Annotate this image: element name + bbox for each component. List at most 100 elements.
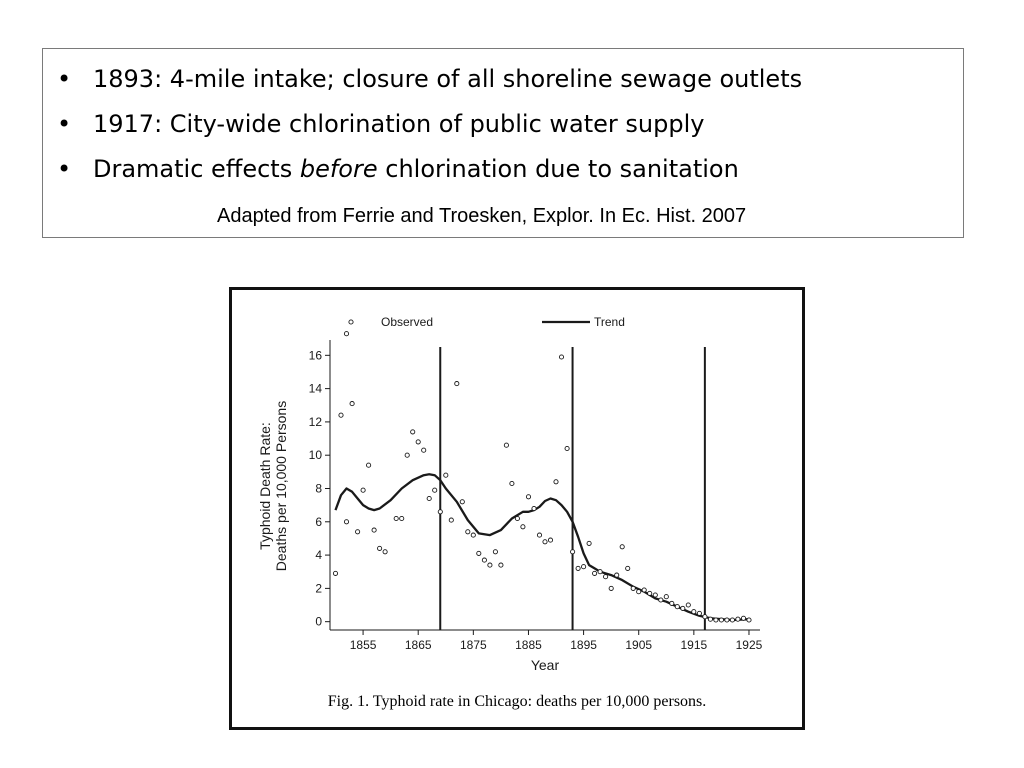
observed-point [404,452,410,458]
observed-point [399,515,405,522]
observed-point [415,439,421,445]
typhoid-chart: 0 2 4 6 8 10 12 14 16 1855 1865 1875 1885 1895 1905 191… [257,315,763,673]
figure-frame: 0 2 4 6 8 10 12 14 16 1855 1865 1875 1885 1895 1905 191… [229,287,805,730]
observed-point [371,527,377,533]
observed-point [608,585,614,591]
observed-point [498,562,504,568]
observed-point [492,549,498,555]
observed-point [487,562,493,568]
x-tick-label: 1885 [515,638,542,652]
observed-point [514,515,520,522]
observed-point [393,515,399,522]
bullet-text: 1893: 4-mile intake; closure of all shor… [93,65,803,93]
y-tick-label: 14 [309,382,323,396]
bullet-list: • 1893: 4-mile intake; closure of all sho… [57,57,802,192]
observed-point [421,447,427,453]
bullet-text-box: • 1893: 4-mile intake; closure of all sho… [42,48,964,238]
observed-point [349,401,355,407]
observed-point [680,605,686,611]
observed-point [547,537,554,543]
observed-point [575,565,581,571]
trend-line [334,473,750,622]
x-tick-label: 1915 [680,638,707,652]
y-axis-label-line1: Typhoid Death Rate: [257,422,273,550]
observed-point [685,602,691,608]
observed-point [625,565,631,571]
observed-point [707,616,713,622]
figure-caption: Fig. 1. Typhoid rate in Chicago: deaths … [327,693,707,710]
legend-observed-marker [348,319,354,325]
legend-observed-label: Observed [381,315,433,329]
observed-point [509,480,515,487]
bullet-text-start: Dramatic effects [93,155,300,183]
y-tick-label: 10 [309,448,323,462]
observed-point [443,472,449,478]
observed-point [448,517,454,523]
observed-point [360,487,366,493]
observed-point [614,572,620,578]
observed-point [476,550,482,556]
observed-point [454,381,460,387]
observed-point [702,614,708,620]
observed-point [636,589,642,595]
bullet-text-end: chlorination due to sanitation [377,155,739,183]
observed-point [619,544,625,550]
observed-point [652,592,658,598]
y-tick-label: 16 [309,348,323,362]
observed-point [520,524,526,530]
observed-point [735,616,741,622]
observed-point [674,604,680,610]
observed-point [586,540,592,546]
observed-point [470,532,476,538]
observed-point [542,539,548,545]
observed-point [713,617,719,623]
y-tick-label: 0 [315,615,322,629]
observed-point [481,557,487,563]
y-tick-label: 2 [315,581,322,595]
observed-point [740,615,747,621]
bullet-marker: • [57,65,72,93]
observed-point [581,564,587,570]
x-tick-label: 1865 [405,638,432,652]
observed-point [459,499,465,505]
x-tick-label: 1925 [736,638,763,652]
bullet-item-1917: • 1917: City-wide chlorination of public … [57,102,802,147]
y-tick-label: 4 [315,548,322,562]
observed-point [437,509,443,515]
observed-point [592,570,598,576]
observed-point [410,429,416,435]
bullet-item-1893: • 1893: 4-mile intake; closure of all sho… [57,57,802,102]
observed-point [343,331,350,337]
bullet-text: 1917: City-wide chlorination of public w… [93,110,705,138]
x-axis-label: Year [531,657,560,673]
observed-point [377,545,383,551]
citation: Adapted from Ferrie and Troesken, Explor… [217,205,747,227]
x-tick-label: 1875 [460,638,487,652]
observed-point [536,532,543,538]
observed-point [724,617,730,623]
observed-point [553,479,559,485]
observed-point [746,617,752,623]
observed-point [603,574,609,580]
observed-point [691,609,697,615]
observed-point [570,549,576,555]
observed-point [729,617,735,623]
x-tick-label: 1855 [350,638,377,652]
observed-point [663,594,669,600]
observed-point [465,529,471,535]
observed-point [503,442,509,448]
x-tick-label: 1895 [570,638,597,652]
observed-point [718,617,724,623]
observed-point [597,569,603,575]
bullet-marker: • [57,155,72,183]
observed-point [669,600,675,606]
observed-point [696,610,702,616]
observed-point [426,495,432,502]
observed-point [558,354,565,360]
observed-point [338,412,344,418]
observed-point [332,570,339,576]
observed-point [531,505,537,512]
observed-point [630,585,636,591]
observed-point [647,590,653,596]
observed-point [366,462,372,468]
